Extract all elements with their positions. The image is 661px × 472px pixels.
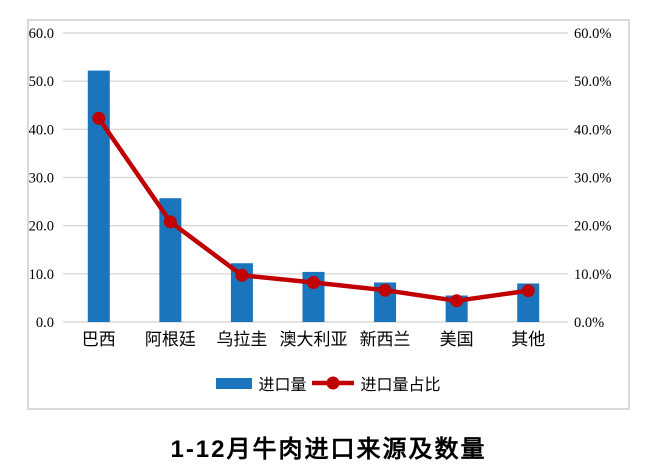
legend-item-import-volume: 进口量: [216, 371, 307, 395]
legend-item-import-share: 进口量占比: [311, 371, 441, 395]
category-label: 其他: [511, 330, 545, 349]
chart-legend: 进口量 进口量占比: [28, 371, 629, 395]
chart-frame: [27, 19, 630, 410]
right-axis-tick-label: 10.0%: [574, 267, 611, 283]
import-volume-bar: [159, 198, 182, 322]
share-line-point: [450, 294, 464, 308]
left-axis-tick-label: 20.0: [29, 219, 54, 235]
category-label: 乌拉圭: [216, 330, 267, 349]
share-line-point: [378, 283, 392, 297]
legend-line-swatch-icon: [311, 376, 354, 390]
left-axis-tick-label: 60.0: [29, 26, 54, 42]
left-axis-tick-label: 0.0: [36, 315, 54, 331]
category-label: 新西兰: [360, 330, 411, 349]
chart-title: 1-12月牛肉进口来源及数量: [170, 436, 487, 463]
left-axis-tick-label: 50.0: [29, 74, 54, 90]
share-line-point: [307, 276, 320, 290]
right-axis-tick-label: 60.0%: [574, 26, 611, 42]
import-volume-bar: [87, 70, 110, 322]
right-axis-tick-label: 0.0%: [574, 315, 604, 331]
legend-label-import-share: 进口量占比: [360, 377, 441, 394]
category-label: 巴西: [82, 330, 116, 349]
left-axis-tick-label: 30.0: [29, 171, 54, 187]
left-axis-tick-label: 40.0: [29, 122, 54, 138]
share-line-point: [163, 215, 177, 229]
share-line-point: [92, 111, 106, 125]
right-axis-tick-label: 40.0%: [574, 122, 611, 138]
left-axis-tick-label: 10.0: [29, 267, 54, 283]
category-label: 美国: [440, 330, 474, 349]
right-axis-tick-label: 20.0%: [574, 219, 611, 235]
category-label: 澳大利亚: [280, 330, 348, 349]
legend-bar-swatch: [216, 377, 253, 389]
right-axis-tick-label: 50.0%: [574, 74, 611, 90]
legend-label-import-volume: 进口量: [258, 377, 307, 394]
share-line-point: [521, 284, 535, 298]
category-label: 阿根廷: [145, 330, 196, 349]
share-line-point: [235, 268, 249, 282]
right-axis-tick-label: 30.0%: [574, 171, 611, 187]
